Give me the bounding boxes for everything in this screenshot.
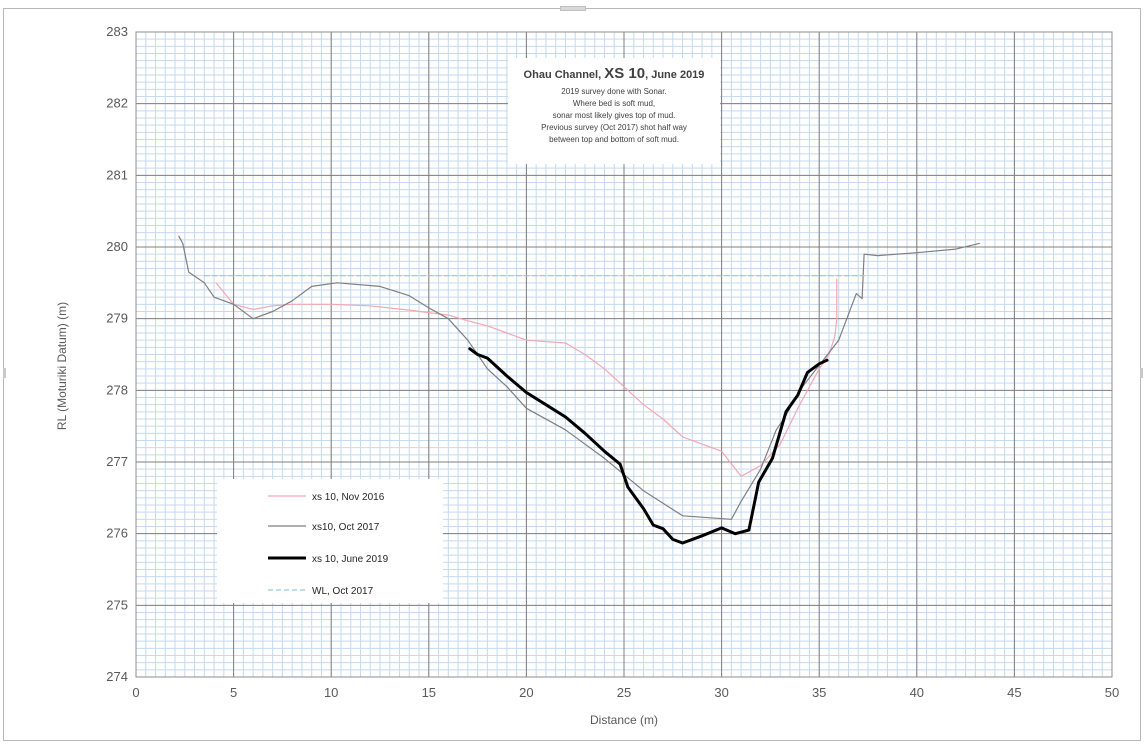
annotation-title: Ohau Channel, XS 10, June 2019 [524,65,705,82]
x-tick-label: 35 [812,685,826,700]
y-tick-label: 283 [106,24,128,39]
x-tick-label: 15 [422,685,436,700]
annotation-line-5: between top and bottom of soft mud. [549,135,679,144]
legend: xs 10, Nov 2016 xs10, Oct 2017 xs 10, June… [217,479,443,603]
x-tick-label: 5 [230,685,237,700]
annotation-background [508,58,720,164]
y-tick-label: 279 [106,311,128,326]
x-tick-label: 45 [1007,685,1021,700]
legend-label-3: xs 10, June 2019 [312,554,389,565]
x-tick-label: 0 [132,685,139,700]
annotation-line-4: Previous survey (Oct 2017) shot half way [541,123,687,132]
y-axis-title: RL (Moturiki Datum) (m) [55,302,69,430]
legend-background [217,479,443,603]
chart-left-resize-handle[interactable] [3,368,6,378]
y-tick-label: 276 [106,526,128,541]
chart-resize-handle[interactable] [560,6,586,11]
annotation-title-part-3: , June 2019 [645,69,704,81]
series-layer [178,235,980,545]
y-axis-tick-labels: 274 275 276 277 278 279 280 281 282 283 [106,24,128,684]
annotation-line-2: Where bed is soft mud, [573,99,655,108]
legend-label-2: xs10, Oct 2017 [312,522,380,533]
plot-border [135,31,1113,678]
annotation-line-3: sonar most likely gives top of mud. [553,111,676,120]
y-tick-label: 275 [106,597,128,612]
y-tick-label: 280 [106,239,128,254]
legend-label-1: xs 10, Nov 2016 [312,492,385,503]
plot-area [135,31,1113,678]
y-tick-label: 282 [106,96,128,111]
series-line-1 [215,278,838,477]
annotation-line-1: 2019 survey done with Sonar. [561,87,666,96]
x-tick-label: 25 [617,685,631,700]
annotation-box: Ohau Channel, XS 10, June 2019 2019 surv… [508,58,720,164]
x-tick-label: 10 [324,685,338,700]
annotation-title-part-1: Ohau Channel, [524,69,605,81]
y-tick-label: 278 [106,382,128,397]
series-line-3 [468,347,829,545]
annotation-title-part-2: XS 10 [604,65,645,82]
x-tick-label: 20 [519,685,533,700]
y-tick-label: 277 [106,454,128,469]
y-tick-label: 274 [106,669,128,684]
x-axis-title: Distance (m) [590,713,658,727]
series-line-2 [178,235,980,520]
x-tick-label: 40 [910,685,924,700]
x-axis-tick-labels: 0 5 10 15 20 25 30 35 40 45 50 [132,685,1119,700]
legend-label-4: WL, Oct 2017 [312,586,374,597]
x-tick-label: 50 [1105,685,1119,700]
y-tick-label: 281 [106,167,128,182]
x-tick-label: 30 [714,685,728,700]
chart-right-resize-handle[interactable] [1140,368,1143,378]
